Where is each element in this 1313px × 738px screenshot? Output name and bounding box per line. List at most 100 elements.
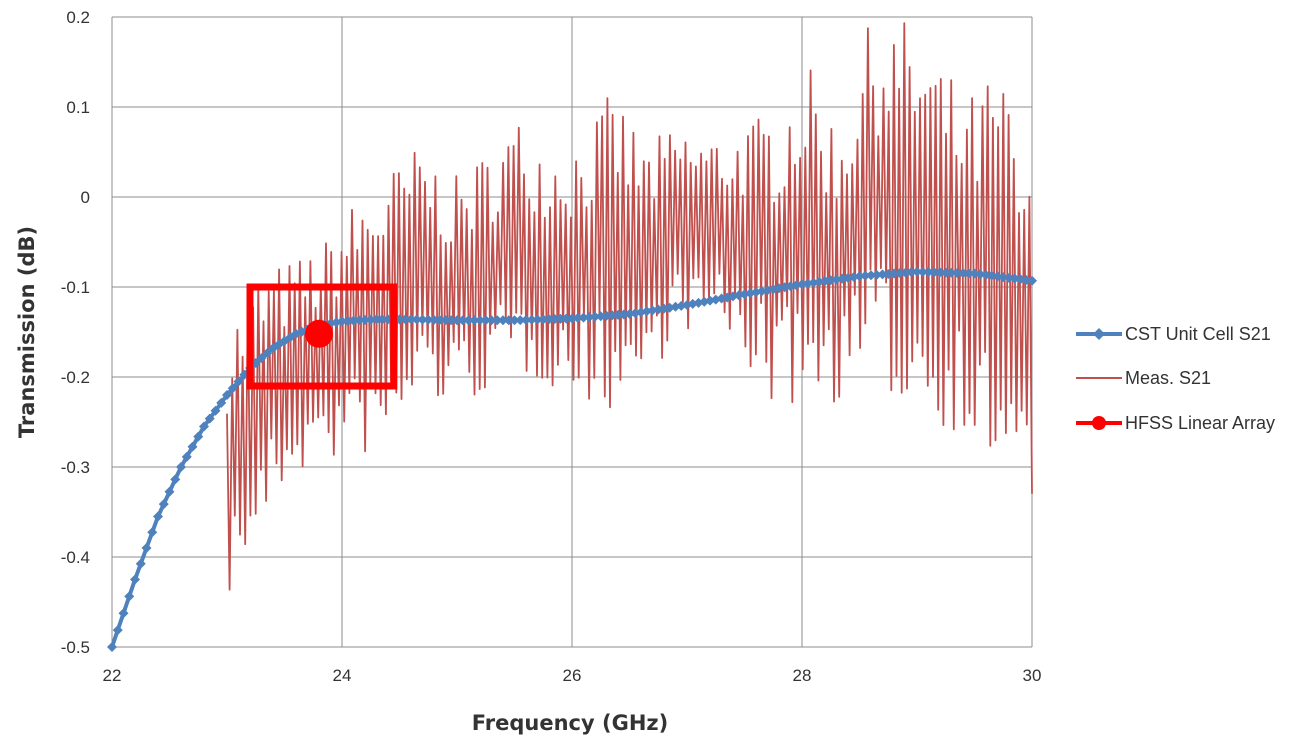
cst-s21-marker — [601, 310, 612, 321]
cst-s21-marker — [532, 314, 543, 325]
cst-s21-marker — [877, 269, 888, 280]
annotations — [246, 283, 398, 390]
y-tick-label-7: -0.5 — [61, 638, 90, 657]
cst-s21-marker — [457, 315, 468, 326]
cst-s21-marker — [222, 390, 232, 400]
cst-s21-marker — [176, 462, 186, 472]
cst-s21-marker — [509, 315, 520, 326]
highlight-rectangle — [246, 283, 398, 390]
cst-s21-marker — [147, 527, 158, 538]
cst-s21-marker — [935, 267, 945, 278]
cst-s21-marker — [406, 314, 416, 325]
cst-s21-marker — [498, 315, 508, 326]
y-tick-label-4: -0.2 — [61, 368, 90, 387]
cst-s21-marker — [365, 314, 376, 325]
cst-s21-marker — [889, 268, 899, 279]
cst-s21-marker — [567, 313, 577, 324]
cst-s21-marker — [521, 314, 531, 325]
cst-s21-marker — [153, 511, 163, 522]
cst-s21-marker — [130, 574, 140, 585]
meas-s21-line — [226, 22, 1033, 591]
cst-s21-marker — [216, 397, 227, 408]
cst-s21-marker — [377, 314, 388, 325]
cst-s21-marker — [400, 314, 411, 325]
cst-s21-marker — [613, 309, 623, 320]
cst-s21-marker — [107, 642, 117, 652]
cst-s21-marker — [1021, 274, 1032, 285]
y-tick-label-6: -0.4 — [61, 548, 90, 567]
cst-s21-marker — [262, 348, 273, 359]
cst-s21-marker — [866, 270, 876, 281]
cst-s21-marker — [411, 314, 422, 325]
cst-s21-marker — [595, 311, 606, 322]
cst-s21-marker — [590, 311, 600, 322]
cst-s21-marker — [124, 591, 135, 602]
cst-s21-marker — [1027, 275, 1037, 286]
cst-s21-marker — [492, 315, 503, 326]
cst-s21-marker — [1009, 273, 1020, 284]
series-meas-s21 — [226, 22, 1033, 591]
cst-s21-marker — [135, 558, 146, 569]
cst-s21-marker — [981, 269, 991, 280]
cst-s21-marker — [963, 268, 974, 279]
y-tick-label-5: -0.3 — [61, 458, 90, 477]
cst-s21-marker — [544, 314, 554, 325]
hfss-point — [305, 319, 333, 348]
cst-s21-marker — [986, 270, 997, 281]
y-tick-label-0: 0.2 — [66, 8, 90, 27]
cst-s21-marker — [181, 451, 192, 462]
cst-s21-marker — [1004, 272, 1014, 283]
cst-s21-marker — [578, 312, 589, 323]
cst-s21-marker — [429, 314, 439, 325]
cst-s21-marker — [584, 312, 595, 323]
cst-s21-marker — [549, 314, 560, 325]
cst-s21-marker — [227, 383, 238, 394]
cst-s21-marker — [337, 316, 347, 327]
cst-s21-marker — [141, 543, 152, 553]
cst-s21-marker — [204, 413, 215, 424]
cst-s21-marker — [354, 315, 365, 326]
cst-s21-marker — [1015, 274, 1026, 285]
cst-s21-marker — [607, 310, 618, 321]
cst-s21-marker — [940, 267, 951, 278]
cst-s21-marker — [475, 315, 485, 326]
x-tick-label-3: 28 — [793, 666, 812, 685]
cst-s21-marker — [975, 269, 986, 280]
x-tick-label-4: 30 — [1023, 666, 1042, 685]
cst-s21-marker — [440, 315, 451, 326]
cst-s21-marker — [187, 441, 198, 452]
cst-s21-marker — [906, 267, 917, 278]
x-tick-label-2: 26 — [563, 666, 582, 685]
cst-s21-marker — [946, 267, 957, 278]
cst-s21-marker — [480, 315, 491, 326]
x-tick-label-0: 22 — [103, 666, 122, 685]
cst-s21-marker — [871, 269, 882, 280]
cst-s21-marker — [158, 499, 169, 510]
series-hfss-linear-array — [305, 319, 333, 348]
cst-s21-marker — [900, 267, 911, 278]
cst-s21-marker — [912, 266, 922, 277]
cst-s21-marker — [118, 608, 129, 619]
cst-s21-marker — [958, 268, 968, 279]
cst-s21-marker — [998, 272, 1009, 283]
cst-s21-marker — [572, 313, 583, 324]
cst-s21-marker — [199, 421, 209, 432]
cst-s21-marker — [434, 314, 445, 325]
cst-s21-marker — [923, 267, 934, 278]
cst-s21-marker — [423, 314, 434, 325]
y-axis-title: Transmission (dB) — [15, 226, 39, 438]
cst-s21-marker — [417, 314, 428, 325]
cst-s21-marker — [193, 431, 204, 442]
legend: CST Unit Cell S21 Meas. S21 HFSS Linear Ar… — [1076, 324, 1275, 433]
cst-s21-marker — [342, 315, 353, 326]
cst-s21-marker — [929, 267, 940, 278]
legend-label-2: HFSS Linear Array — [1125, 413, 1275, 433]
cst-s21-marker — [526, 314, 537, 325]
cst-s21-marker — [112, 625, 123, 636]
legend-marker-hfss — [1092, 416, 1106, 430]
cst-s21-marker — [992, 271, 1003, 282]
cst-s21-marker — [515, 315, 526, 326]
x-tick-label-1: 24 — [333, 666, 352, 685]
cst-s21-marker — [486, 315, 497, 326]
